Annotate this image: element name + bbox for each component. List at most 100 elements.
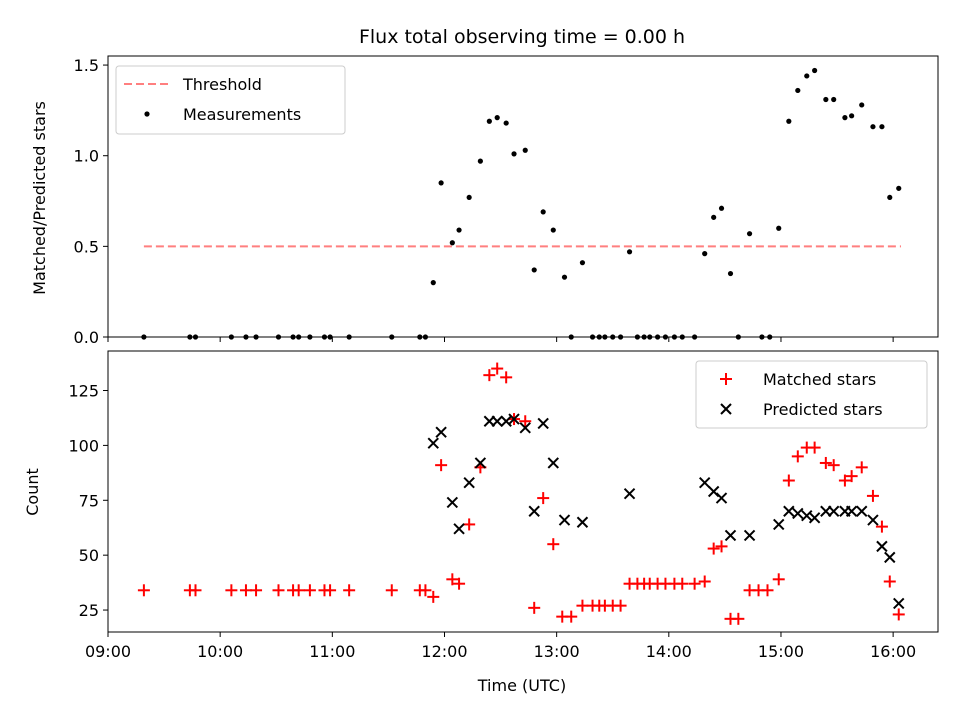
measurement-point <box>662 334 669 340</box>
measurement-point <box>141 334 147 340</box>
measurement-point <box>346 334 352 340</box>
x-tick-label-7: 16:00 <box>870 642 916 661</box>
matched-star-point <box>688 577 701 590</box>
y-tick-label-1-0: 25 <box>79 601 99 620</box>
predicted-star-point <box>547 457 559 469</box>
top-plot-area: 0.0 0.5 1.0 1.5 <box>74 55 939 347</box>
matched-star-point <box>614 599 627 612</box>
matched-star-point <box>715 540 728 553</box>
matched-star-point <box>463 518 476 531</box>
measurement-point <box>634 334 641 340</box>
predicted-star-point <box>884 551 896 564</box>
measurement-point <box>610 334 616 340</box>
measurement-point <box>842 115 848 121</box>
top-chart-title: Flux total observing time = 0.00 h <box>359 26 685 48</box>
y-tick-label-0-1: 0.5 <box>74 237 99 256</box>
measurement-point <box>767 334 773 340</box>
measurement-point <box>702 251 708 257</box>
matched-star-point <box>189 584 202 597</box>
measurement-point <box>823 96 829 103</box>
predicted-star-point <box>435 426 447 438</box>
measurement-point <box>887 194 893 201</box>
predicted-star-point <box>808 512 821 524</box>
measurement-point <box>746 231 753 237</box>
y-tick-label-1-2: 75 <box>79 491 99 510</box>
predicted-star-point <box>474 457 487 469</box>
predicted-star-point <box>508 413 520 425</box>
predicted-star-point <box>623 487 636 500</box>
measurement-point <box>327 334 333 340</box>
measurement-point <box>511 151 517 157</box>
matched-star-point <box>791 450 804 463</box>
matched-star-point <box>137 584 150 597</box>
plot-frame-1 <box>107 350 939 633</box>
measurement-point <box>321 334 328 340</box>
measurement-point <box>192 334 199 340</box>
matched-star-point <box>875 520 888 533</box>
measurement-point <box>831 96 837 103</box>
measurement-point <box>296 334 302 340</box>
plot-frame-0 <box>107 55 939 338</box>
bottom-y-axis-label: Count <box>23 468 42 516</box>
measurement-point <box>417 334 423 340</box>
y-tick-label-1-3: 100 <box>68 436 99 455</box>
matched-star-point <box>419 584 432 597</box>
matched-star-point <box>385 584 398 597</box>
predicted-star-point <box>801 509 813 522</box>
predicted-star-point <box>528 505 540 517</box>
predicted-star-point <box>827 505 840 517</box>
predicted-star-point <box>724 529 737 542</box>
measurement-point <box>795 87 801 94</box>
matched-star-point <box>808 441 821 454</box>
matched-star-point <box>519 415 532 428</box>
measurement-point <box>253 334 259 340</box>
predicted-star-point <box>743 529 756 542</box>
predicted-star-point <box>576 516 589 528</box>
measurement-point <box>849 113 855 119</box>
measurement-point <box>786 118 792 124</box>
measurement-point <box>540 209 546 215</box>
matched-star-point <box>698 575 711 588</box>
matched-star-point <box>732 612 745 625</box>
measurement-point <box>430 280 436 286</box>
matched-star-point <box>303 584 316 597</box>
measurement-point <box>602 334 608 340</box>
measurement-point <box>679 334 685 340</box>
x-tick-label-1: 10:00 <box>197 642 243 661</box>
matched-star-point <box>528 601 541 614</box>
predicted-star-point <box>427 437 439 449</box>
measurement-point <box>617 334 624 340</box>
matched-star-point <box>483 369 496 382</box>
x-tick-label-2: 11:00 <box>309 642 355 661</box>
y-tick-label-1-4: 125 <box>68 382 99 401</box>
matched-star-point <box>343 584 356 597</box>
matched-star-point <box>866 489 879 502</box>
predicted-star-point <box>856 505 868 517</box>
matched-star-point <box>565 610 578 623</box>
matched-star-point <box>676 577 689 590</box>
matched-star-point <box>500 371 513 384</box>
predicted-star-point <box>463 477 475 489</box>
measurement-point <box>727 270 734 277</box>
measurement-point <box>228 334 234 340</box>
measurement-point <box>561 274 568 280</box>
measurement-point <box>804 73 810 79</box>
matched-star-point <box>427 590 440 603</box>
bottom-legend: Matched stars Predicted stars <box>695 360 928 429</box>
measurement-point <box>735 334 741 340</box>
predicted-star-point <box>698 477 711 489</box>
matched-star-point <box>855 461 868 474</box>
predicted-star-point <box>876 540 888 553</box>
matched-star-point <box>446 573 459 586</box>
predicted-star-point <box>491 415 503 427</box>
measurement-point <box>859 102 865 108</box>
predicted-star-point <box>867 514 879 526</box>
measurement-point <box>438 180 444 186</box>
measurement-point <box>503 120 509 126</box>
matched-star-point <box>819 456 832 469</box>
measurement-point <box>896 185 902 191</box>
matched-star-point <box>453 577 466 590</box>
measurement-point <box>522 147 528 153</box>
matched-star-point <box>883 575 896 588</box>
